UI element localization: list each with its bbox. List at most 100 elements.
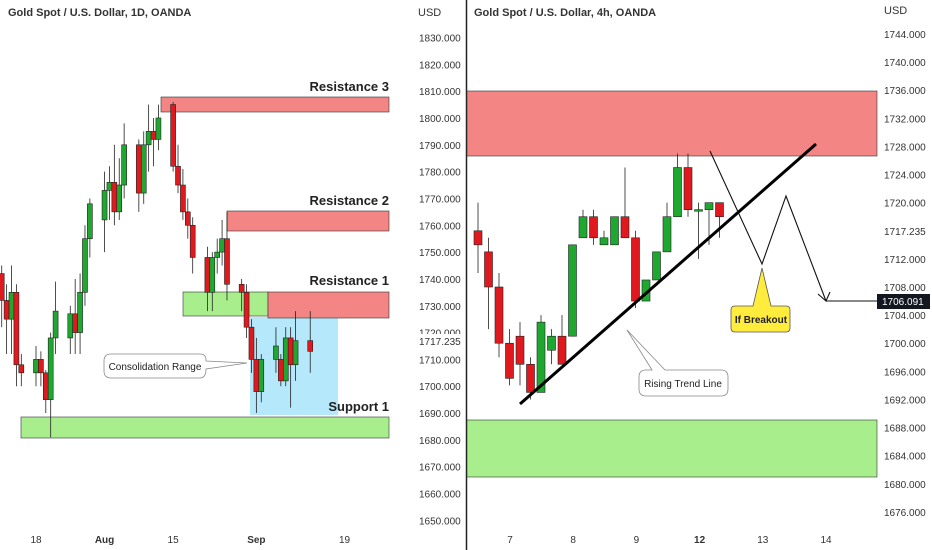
right-time-tick: 12	[694, 535, 706, 546]
left-candle-body	[204, 257, 211, 293]
left-candle-body	[0, 273, 5, 301]
left-candle-31	[209, 252, 216, 312]
left-candle-body	[258, 359, 265, 392]
left-candle-body	[47, 337, 54, 400]
left-candles	[0, 101, 314, 438]
left-candle-body	[253, 359, 260, 392]
left-candle-9	[52, 281, 59, 355]
left-candle-body	[13, 292, 20, 366]
right-candle-body	[505, 342, 514, 379]
left-price-tick: 1760.000	[419, 221, 461, 232]
left-candle-21	[140, 131, 147, 204]
right-current-price-label: 1706.091	[882, 297, 924, 308]
left-price-tick: 1820.000	[419, 60, 461, 71]
left-candle-20	[136, 139, 142, 212]
left-candle-body	[307, 340, 314, 352]
right-candle-6	[536, 315, 546, 393]
left-candle-body	[87, 203, 93, 239]
right-candle-8	[557, 315, 567, 365]
left-candle-16	[106, 166, 113, 220]
projected-path-line	[709, 150, 827, 302]
left-candle-body	[209, 257, 216, 293]
left-candle-body	[224, 238, 230, 285]
left-candle-body	[121, 144, 127, 186]
support-1-label: Support 1	[328, 399, 389, 414]
left-price-tick: 1670.000	[419, 463, 461, 474]
right-current-price-tag	[877, 294, 930, 309]
left-candle-13	[82, 225, 88, 306]
right-candle-5	[526, 357, 535, 400]
right-candle-body	[631, 237, 640, 302]
left-candle-37	[248, 319, 255, 373]
right-candle-body	[704, 202, 714, 210]
left-candle-body	[52, 310, 59, 339]
right-candle-2	[494, 272, 504, 358]
left-time-tick: 15	[168, 535, 180, 546]
left-candle-35	[238, 278, 245, 312]
left-candle-body	[82, 238, 88, 293]
right-chart-panel: Gold Spot / U.S. Dollar, 4h, OANDA USD R…	[466, 5, 930, 546]
left-candle-36	[243, 284, 250, 338]
left-current-price-label: 1717.235	[419, 337, 461, 348]
if-breakout-label: If Breakout	[735, 315, 788, 326]
if-breakout-callout: If Breakout	[730, 267, 791, 333]
support-1-zone	[20, 416, 390, 439]
left-candle-6	[38, 351, 44, 387]
resistance-1-flip-zone	[182, 291, 269, 317]
rising-trend-line	[519, 142, 817, 406]
left-candle-8	[47, 332, 54, 438]
left-candle-1	[3, 284, 10, 355]
right-price-tick: 1732.000	[884, 114, 926, 125]
left-candle-body	[150, 131, 157, 140]
right-candle-body	[547, 335, 556, 351]
right-price-tick: 1680.000	[884, 480, 926, 491]
right-candle-body	[683, 167, 693, 210]
right-price-tick: 1684.000	[884, 452, 926, 463]
right-time-tick: 13	[757, 535, 769, 546]
left-candle-body	[287, 337, 294, 366]
right-candle-body	[620, 216, 630, 239]
left-price-tick: 1800.000	[419, 114, 461, 125]
left-current-price-tag	[415, 334, 463, 348]
left-time-tick: 18	[30, 535, 42, 546]
left-time-axis: 18 Aug 15 Sep 19	[30, 535, 350, 546]
right-price-tick: 1720.000	[884, 199, 926, 210]
left-candle-40	[273, 327, 279, 373]
left-candle-14	[87, 198, 93, 258]
left-candle-body	[175, 165, 181, 186]
right-time-tick: 8	[570, 535, 576, 546]
left-candle-11	[72, 278, 78, 355]
right-highlight-label: 1717.235	[884, 227, 926, 238]
right-candle-body	[715, 202, 724, 218]
left-time-tick: Aug	[95, 535, 114, 546]
right-price-tick: 1704.000	[884, 311, 926, 322]
right-price-tick: 1744.000	[884, 30, 926, 41]
resistance-3-label: Resistance 3	[310, 79, 390, 94]
left-price-tick: 1750.000	[419, 248, 461, 259]
left-price-tick: 1690.000	[419, 409, 461, 420]
right-candle-12	[599, 230, 609, 246]
right-chart-title: Gold Spot / U.S. Dollar, 4h, OANDA	[474, 7, 656, 19]
right-candle-body	[515, 335, 525, 365]
left-candle-body	[145, 131, 152, 146]
resistance-2-label: Resistance 2	[310, 193, 390, 208]
right-candle-23	[715, 202, 724, 238]
right-time-tick: 7	[507, 535, 513, 546]
consolidation-label: Consolidation Range	[109, 362, 202, 373]
left-candle-body	[136, 144, 142, 194]
left-candle-body	[243, 292, 250, 328]
left-price-tick: 1780.000	[419, 168, 461, 179]
left-candle-body	[3, 300, 10, 320]
left-price-tick: 1660.000	[419, 490, 461, 501]
left-price-tick: 1770.000	[419, 194, 461, 205]
left-candle-body	[38, 359, 44, 374]
left-candle-7	[42, 370, 49, 414]
left-candle-33	[219, 219, 225, 266]
left-candle-5	[33, 345, 39, 387]
right-price-tick: 1708.000	[884, 283, 926, 294]
right-price-tick: 1736.000	[884, 86, 926, 97]
right-price-axis: 1744.000 1740.000 1736.000 1732.000 1728.000…	[884, 30, 926, 519]
left-candle-body	[140, 144, 147, 194]
left-candle-body	[185, 211, 191, 226]
left-candle-body	[219, 238, 225, 253]
